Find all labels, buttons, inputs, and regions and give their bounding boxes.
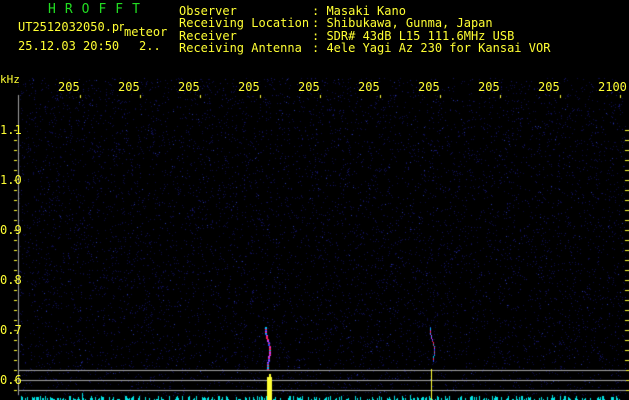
x-tick-label: 2055	[298, 80, 320, 94]
x-tick-label: 2100	[598, 80, 627, 94]
x-tick-label: 2056	[358, 80, 380, 94]
x-tick-label: 2058	[478, 80, 500, 94]
y-tick-label: 1.1	[0, 123, 22, 137]
y-tick-label: 0.9	[0, 223, 22, 237]
x-unit: kHz	[0, 73, 20, 86]
info-value: : Masaki Kano	[312, 4, 406, 18]
y-tick-label: 1.0	[0, 173, 22, 187]
info-label: Receiving Antenna	[179, 40, 302, 55]
x-tick-label: 2059	[538, 80, 560, 94]
y-tick-label: 0.6	[0, 373, 22, 387]
info-value: : 4ele Yagi Az 230 for Kansai VOR	[312, 40, 551, 55]
info-label: Observer	[179, 4, 237, 18]
info-value: : SDR# 43dB L15 111.6MHz USB	[312, 28, 515, 43]
info-label: Receiver	[179, 28, 237, 43]
x-tick-label: 2053	[178, 80, 200, 94]
extra-value: 2..	[139, 39, 161, 53]
app-title: HROFFT	[48, 2, 149, 17]
y-tick-label: 0.8	[0, 273, 22, 287]
mode-label: meteor	[124, 25, 168, 39]
info-label: Receiving Location	[179, 16, 310, 31]
x-tick-label: 2057	[418, 80, 440, 94]
datetime: 25.12.03 20:50	[18, 39, 120, 53]
y-tick-label: 0.7	[0, 323, 22, 337]
info-value: : Shibukawa, Gunma, Japan	[312, 16, 493, 31]
file-name: UT2512032050.png	[18, 21, 124, 33]
x-tick-label: 2051	[58, 80, 80, 94]
x-tick-label: 2054	[238, 80, 260, 94]
